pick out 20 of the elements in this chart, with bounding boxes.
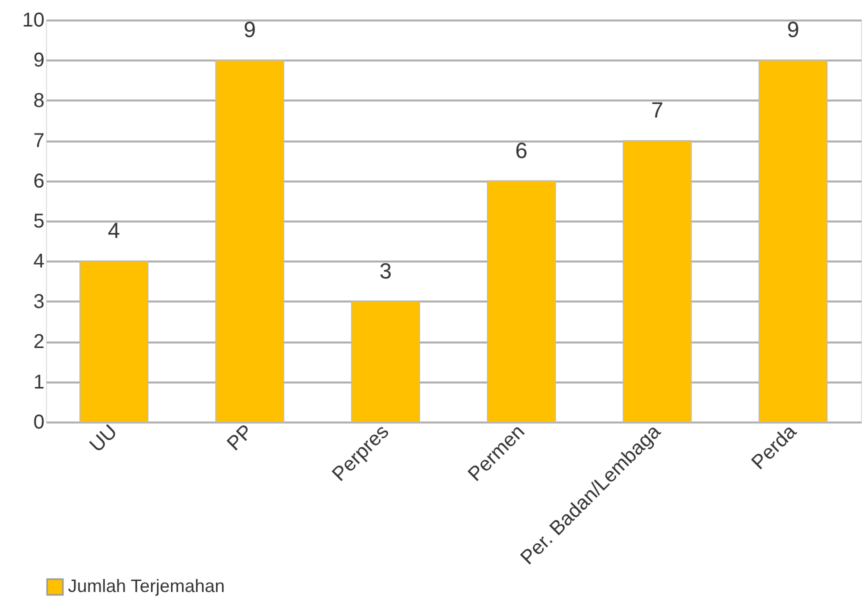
- y-tick-label: 6: [33, 170, 44, 192]
- y-tick-label: 9: [33, 50, 44, 72]
- data-label: 3: [379, 258, 392, 284]
- y-tick-label: 4: [33, 250, 44, 273]
- y-tick-label: 8: [33, 90, 44, 112]
- data-label: 9: [244, 17, 256, 42]
- y-tick-label: 1: [33, 371, 44, 394]
- legend-label: Jumlah Terjemahan: [68, 576, 225, 596]
- data-label: 4: [108, 218, 120, 244]
- y-tick-label: 7: [33, 130, 44, 152]
- y-tick-label: 5: [33, 210, 44, 232]
- y-tick-label: 10: [22, 10, 44, 32]
- data-label: 9: [786, 17, 800, 42]
- data-label: 6: [515, 138, 528, 163]
- data-label: 7: [651, 98, 664, 123]
- y-tick-label: 2: [33, 331, 44, 354]
- x-tick-label: UU: [86, 420, 122, 457]
- y-tick-label: 3: [33, 290, 44, 313]
- y-tick-label: 0: [33, 412, 44, 434]
- x-tick-label: PP: [223, 420, 258, 456]
